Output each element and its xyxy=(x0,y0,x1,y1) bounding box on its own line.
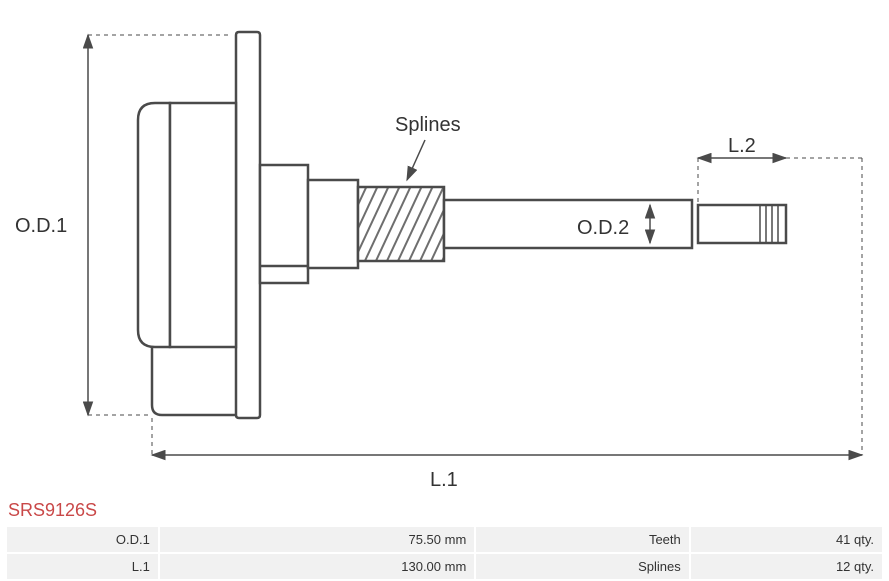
spec-value: 41 qty. xyxy=(691,527,882,552)
splines-section xyxy=(358,187,444,261)
flange-plate xyxy=(236,32,260,418)
table-row: O.D.1 75.50 mm Teeth 41 qty. xyxy=(7,527,882,552)
spec-label: Teeth xyxy=(476,527,688,552)
label-l1: L.1 xyxy=(430,469,458,491)
step-2 xyxy=(308,180,358,268)
spec-label: O.D.1 xyxy=(7,527,158,552)
tip xyxy=(698,205,786,243)
spec-label: Splines xyxy=(476,554,688,579)
hub-left-round xyxy=(138,103,170,347)
part-number: SRS9126S xyxy=(8,500,97,521)
label-od1: O.D.1 xyxy=(15,215,67,237)
spec-table: O.D.1 75.50 mm Teeth 41 qty. L.1 130.00 … xyxy=(5,525,884,581)
spec-value: 130.00 mm xyxy=(160,554,474,579)
label-od2: O.D.2 xyxy=(577,217,629,239)
splines-pointer xyxy=(407,140,425,180)
label-splines: Splines xyxy=(395,114,461,136)
shaft xyxy=(444,200,692,248)
hub-body xyxy=(170,103,236,347)
spec-label: L.1 xyxy=(7,554,158,579)
technical-diagram: O.D.1 L.1 O.D.2 L.2 Splines xyxy=(0,0,889,500)
label-l2: L.2 xyxy=(728,135,756,157)
table-row: L.1 130.00 mm Splines 12 qty. xyxy=(7,554,882,579)
spec-value: 75.50 mm xyxy=(160,527,474,552)
spec-value: 12 qty. xyxy=(691,554,882,579)
